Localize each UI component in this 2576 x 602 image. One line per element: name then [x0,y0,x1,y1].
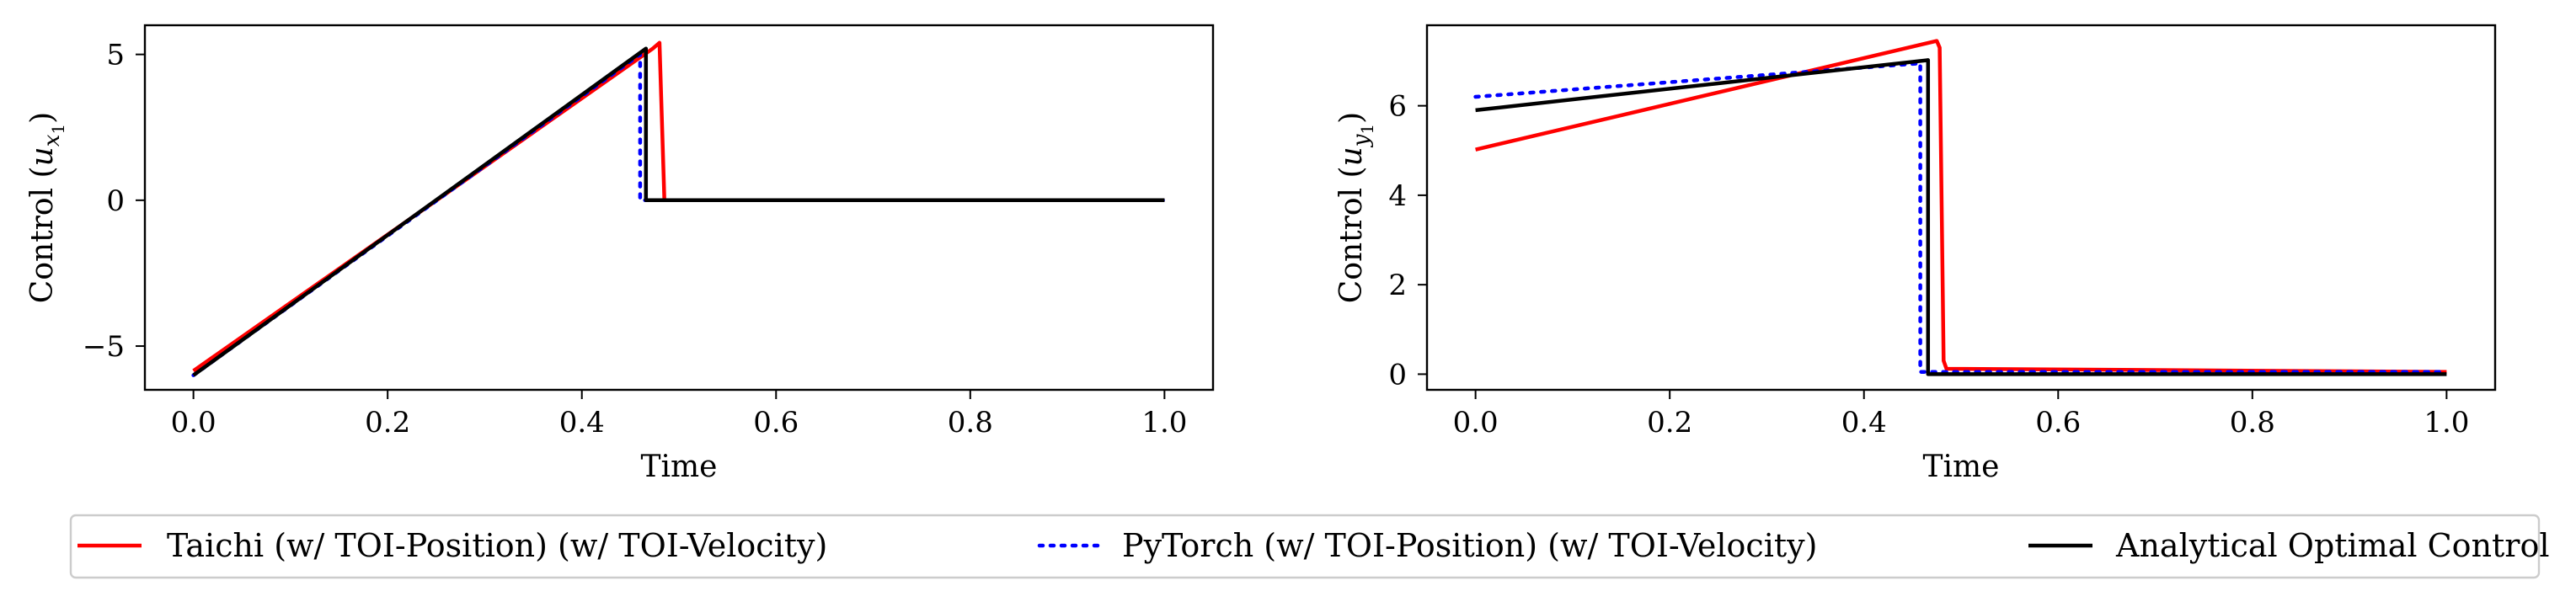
y-tick-label: 0 [1388,358,1407,392]
y-tick-label: 2 [1388,269,1407,302]
x-tick-label: 0.0 [1453,406,1499,440]
plot-frame [143,24,1215,392]
y-tick-label: 6 [1388,90,1407,124]
x-tick-label: 0.4 [1841,406,1887,440]
series-line-1 [191,52,1167,377]
x-tick-label: 0.6 [2035,406,2081,440]
x-tick-label: 0.4 [559,406,605,440]
y-tick-label: 0 [106,184,125,218]
x-axis-label: Time [641,450,718,484]
series-line-2 [192,46,1165,377]
x-tick-label: 0.0 [171,406,216,440]
x-tick-label: 0.6 [753,406,799,440]
series-group [1473,39,2449,376]
plot-frame [1425,24,2497,392]
series-line-1 [1473,61,2449,374]
chart-panel-right: 0.0 0.2 0.4 0.6 0.8 1.0 0 2 4 6 Time Control (uy1) [1334,24,2497,484]
x-tick-label: 0.8 [948,406,993,440]
legend-label-2: Analytical Optimal Control [2115,527,2550,564]
y-tick-label: −5 [83,330,125,364]
legend-label-1: PyTorch (w/ TOI-Position) (w/ TOI-Veloci… [1122,527,1817,564]
y-tick-label: 4 [1388,179,1407,213]
y-axis-label: Control (uy1) [1334,112,1377,303]
x-tick-label: 1.0 [2424,406,2469,440]
legend-box [69,514,2541,579]
y-axis-label: Control (ux1) [25,112,68,303]
x-axis-label: Time [1923,450,2000,484]
x-tick-label: 0.2 [1647,406,1692,440]
legend: Taichi (w/ TOI-Position) (w/ TOI-Velocit… [69,514,2550,579]
series-group [191,40,1167,377]
y-tick-label: 5 [106,39,125,72]
legend-label-0: Taichi (w/ TOI-Position) (w/ TOI-Velocit… [167,527,827,564]
series-line-0 [1475,39,2447,374]
x-tick-label: 0.8 [2230,406,2275,440]
series-line-2 [1475,58,2447,376]
x-tick-label: 1.0 [1141,406,1187,440]
chart-panel-left: 0.0 0.2 0.4 0.6 0.8 1.0 −5 0 5 Time Control (ux1) [25,24,1215,484]
x-tick-label: 0.2 [365,406,410,440]
series-line-0 [192,40,1165,373]
